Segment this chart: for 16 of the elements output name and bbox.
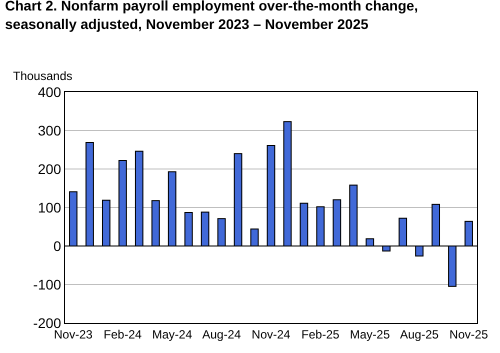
y-tick-label: 300 (38, 122, 62, 138)
x-tick-label: Aug-24 (202, 327, 242, 342)
y-tick-label: -100 (33, 276, 62, 292)
y-tick-label: 100 (38, 199, 62, 216)
chart-title: Chart 2. Nonfarm payroll employment over-the-month change, seasonally adjusted, November 2023 – November 2025 (5, 0, 418, 32)
x-tick-label: Aug-25 (400, 327, 439, 342)
y-tick-label: 0 (53, 238, 62, 254)
x-tick-label: Nov-24 (252, 327, 291, 342)
x-tick-label: May-25 (350, 327, 390, 342)
y-tick-label: 200 (38, 160, 62, 177)
y-tick-label: 400 (38, 84, 62, 100)
x-tick-label: Feb-24 (104, 327, 142, 342)
x-tick-label: May-24 (152, 327, 192, 342)
x-tick-label: Nov-25 (449, 327, 488, 342)
y-axis-title: Thousands (13, 69, 72, 83)
x-tick-label: Feb-25 (301, 327, 340, 342)
